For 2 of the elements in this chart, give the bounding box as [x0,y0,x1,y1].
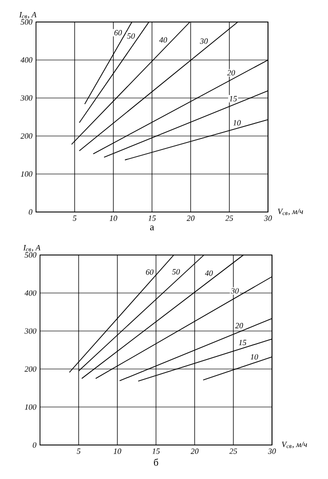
text: а [150,226,154,230]
text: б [154,458,158,466]
